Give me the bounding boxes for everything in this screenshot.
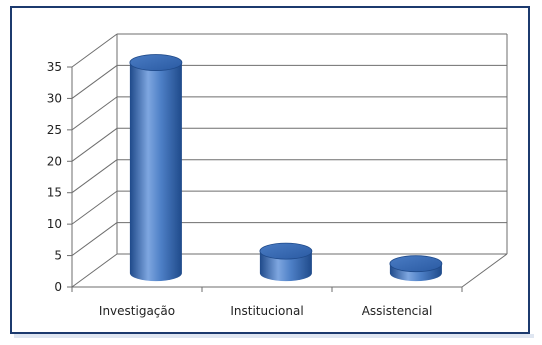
frame-shadow <box>14 334 534 338</box>
y-tick-label: 10 <box>47 217 62 231</box>
gridline-side <box>71 190 118 225</box>
gridline-side <box>71 253 118 288</box>
axis-layer <box>67 66 463 292</box>
cylinder-body <box>129 62 182 282</box>
y-tick-label: 30 <box>47 91 62 105</box>
x-category-label: Assistencial <box>362 304 433 318</box>
grid-layer <box>71 33 508 288</box>
floor-right-edge <box>461 253 508 288</box>
gridline-side <box>71 96 118 131</box>
y-tick-label: 0 <box>54 280 62 294</box>
cylinder-top <box>259 242 313 260</box>
gridline-side <box>71 222 118 256</box>
gridline-side <box>71 127 118 162</box>
label-layer: 0 5 10 15 20 25 30 35 Investigação Institucional A… <box>47 60 433 318</box>
bar-2 <box>259 242 313 282</box>
gridline-side <box>71 65 118 99</box>
y-tick-label: 20 <box>47 154 62 168</box>
bar-layer <box>129 54 443 282</box>
y-tick-label: 5 <box>54 249 62 263</box>
cylinder-top <box>129 54 183 71</box>
x-category-label: Institucional <box>230 304 303 318</box>
x-category-label: Investigação <box>99 304 175 318</box>
gridline-side <box>71 33 118 68</box>
bar-1 <box>129 54 183 282</box>
y-tick-label: 25 <box>47 123 62 137</box>
y-tick-label: 35 <box>47 60 62 74</box>
cylinder-top <box>389 255 443 273</box>
y-tick-label: 15 <box>47 186 62 200</box>
gridline-side <box>71 159 118 194</box>
cylinder-body <box>259 251 312 282</box>
bar-3 <box>389 255 443 282</box>
